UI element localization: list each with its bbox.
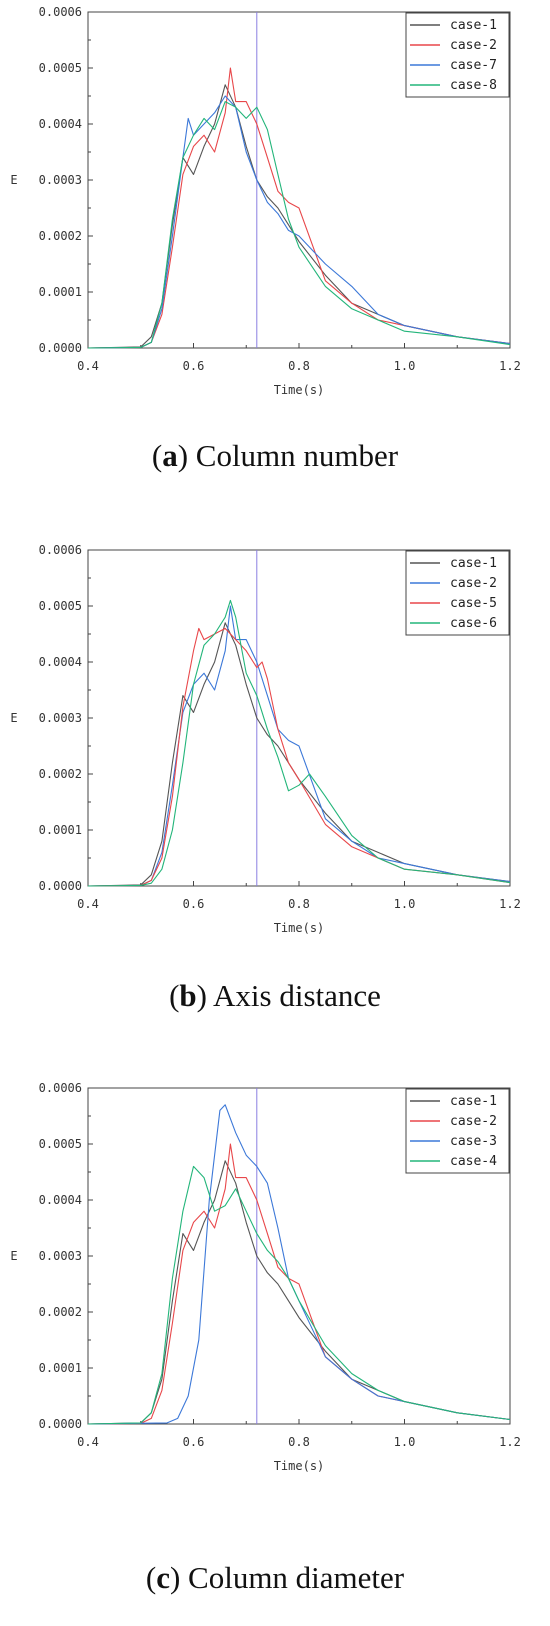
y-axis-label: E [10, 1249, 17, 1263]
series-line-case-2 [87, 1143, 511, 1425]
x-tick-label: 1.2 [499, 359, 521, 373]
legend-label: case-1 [450, 1094, 497, 1109]
caption-b: (b) Axis distance [169, 978, 381, 1013]
y-tick-label: 0.0006 [39, 543, 82, 557]
legend-box [405, 1088, 510, 1174]
series-line-case-2 [87, 605, 511, 887]
y-tick-label: 0.0004 [39, 655, 82, 669]
y-tick-label: 0.0003 [39, 1249, 82, 1263]
legend-label: case-4 [450, 1154, 497, 1169]
x-tick-label: 0.8 [288, 1435, 310, 1449]
y-tick-label: 0.0002 [39, 767, 82, 781]
x-axis-label: Time(s) [274, 1459, 325, 1473]
series-line-case-5 [87, 627, 511, 887]
caption-text-c: Column diameter [188, 1560, 405, 1595]
series-line-case-7 [87, 95, 511, 349]
y-tick-label: 0.0002 [39, 229, 82, 243]
y-tick-label: 0.0000 [39, 1417, 82, 1431]
x-tick-label: 0.6 [183, 897, 205, 911]
x-tick-label: 1.0 [394, 1435, 416, 1449]
series-line-case-1 [87, 1160, 511, 1425]
legend-label: case-8 [450, 78, 497, 93]
series-line-case-8 [87, 101, 511, 349]
x-tick-label: 1.2 [499, 1435, 521, 1449]
x-tick-label: 1.2 [499, 897, 521, 911]
y-tick-label: 0.0004 [39, 117, 82, 131]
x-axis-label: Time(s) [274, 921, 325, 935]
y-tick-label: 0.0005 [39, 599, 82, 613]
legend-label: case-1 [450, 18, 497, 33]
x-tick-label: 1.0 [394, 359, 416, 373]
y-tick-label: 0.0002 [39, 1305, 82, 1319]
caption-letter-b: b [179, 978, 197, 1013]
legend-label: case-5 [450, 596, 497, 611]
y-tick-label: 0.0001 [39, 1361, 82, 1375]
y-tick-label: 0.0004 [39, 1193, 82, 1207]
y-tick-label: 0.0006 [39, 1081, 82, 1095]
x-axis-label: Time(s) [274, 383, 325, 397]
legend-box [405, 550, 510, 636]
series-line-case-1 [87, 84, 511, 349]
x-tick-label: 0.8 [288, 359, 310, 373]
legend-label: case-7 [450, 58, 497, 73]
x-tick-label: 1.0 [394, 897, 416, 911]
caption-text-a: Column number [195, 438, 399, 473]
series-line-case-1 [87, 622, 511, 887]
series-line-case-4 [87, 1165, 511, 1425]
caption-letter-a: a [162, 438, 178, 473]
y-axis-label: E [10, 173, 17, 187]
chart-c: 0.0000 0.0001 0.0002 0.0003 0.0004 0.0005 0.00… [10, 1081, 521, 1473]
legend-label: case-3 [450, 1134, 497, 1149]
legend-label: case-2 [450, 1114, 497, 1129]
y-tick-label: 0.0001 [39, 285, 82, 299]
series-line-case-3 [87, 1104, 511, 1425]
y-tick-label: 0.0006 [39, 5, 82, 19]
x-tick-label: 0.6 [183, 1435, 205, 1449]
chart-b: 0.0000 0.0001 0.0002 0.0003 0.0004 0.0005 0.00… [10, 543, 521, 935]
x-tick-label: 0.4 [77, 897, 99, 911]
legend-label: case-2 [450, 38, 497, 53]
y-tick-label: 0.0000 [39, 341, 82, 355]
caption-a: (a) Column number [151, 438, 399, 473]
x-tick-label: 0.4 [77, 359, 99, 373]
chart-a: 0.0000 0.0001 0.0002 0.0003 0.0004 0.0005 0.00… [10, 5, 521, 397]
caption-letter-c: c [156, 1560, 170, 1595]
y-tick-label: 0.0001 [39, 823, 82, 837]
legend-label: case-6 [450, 616, 497, 631]
caption-c: (c) Column diameter [145, 1560, 405, 1595]
legend-label: case-2 [450, 576, 497, 591]
chart-panel-a: 0.0000 0.0001 0.0002 0.0003 0.0004 0.0005 0.00… [0, 0, 550, 430]
x-tick-label: 0.4 [77, 1435, 99, 1449]
legend-label: case-1 [450, 556, 497, 571]
chart-panel-b: 0.0000 0.0001 0.0002 0.0003 0.0004 0.0005 0.00… [0, 538, 550, 968]
x-tick-label: 0.6 [183, 359, 205, 373]
x-tick-label: 0.8 [288, 897, 310, 911]
legend-box [405, 12, 510, 98]
y-tick-label: 0.0000 [39, 879, 82, 893]
series-line-case-6 [87, 599, 511, 887]
series-line-case-2 [87, 67, 511, 349]
caption-text-b: Axis distance [213, 978, 381, 1013]
y-axis-label: E [10, 711, 17, 725]
chart-panel-c: 0.0000 0.0001 0.0002 0.0003 0.0004 0.0005 0.00… [0, 1076, 550, 1506]
y-tick-label: 0.0003 [39, 173, 82, 187]
y-tick-label: 0.0003 [39, 711, 82, 725]
y-tick-label: 0.0005 [39, 1137, 82, 1151]
y-tick-label: 0.0005 [39, 61, 82, 75]
